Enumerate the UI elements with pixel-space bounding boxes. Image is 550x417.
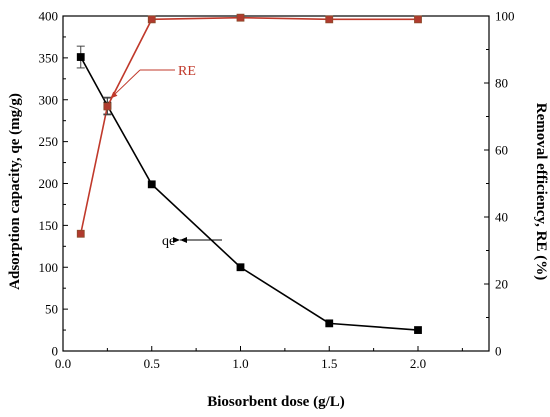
plot-frame: [62, 15, 490, 352]
x-tick-label: 1.5: [321, 356, 337, 371]
left-y-tick-label: 250: [39, 134, 59, 149]
right-y-tick-label: 0: [495, 344, 502, 359]
left-y-tick-label: 50: [45, 302, 58, 317]
left-y-axis-title: Adsorption capacity, qe (mg/g): [7, 93, 23, 290]
left-y-tick-label: 150: [39, 218, 59, 233]
left-y-tick-label: 100: [39, 260, 59, 275]
series-layer: [76, 13, 422, 334]
right-y-tick-label: 40: [495, 210, 508, 225]
point-re: [103, 102, 112, 111]
series-line-re: [79, 16, 418, 234]
right-y-tick-label: 80: [495, 76, 508, 91]
annotation-re-arrow: [110, 69, 141, 99]
annotation-re-label: RE: [178, 64, 196, 79]
annotation-qe-arrow-head: [180, 237, 187, 243]
x-tick-label: 2.0: [410, 356, 426, 371]
point-qe: [414, 326, 422, 334]
point-re: [236, 13, 245, 22]
right-y-tick-label: 60: [495, 143, 508, 158]
left-y-tick-label: 0: [52, 344, 59, 359]
annotations-layer: RE qe: [110, 64, 222, 249]
series-line-qe: [80, 56, 419, 331]
point-qe: [236, 263, 245, 272]
point-qe: [147, 180, 156, 189]
left-y-tick-label: 300: [39, 92, 59, 107]
right-y-axis-title: Removal efficiency, RE (%): [533, 103, 549, 280]
point-qe: [76, 53, 85, 61]
axes-layer: 0.0 0.5 1.0 1.5 2.0 0 50 100 150 200 250 300 350 400 0…: [39, 9, 515, 372]
point-qe: [325, 319, 334, 328]
x-tick-label: 0.5: [144, 356, 160, 371]
x-tick-label: 1.0: [232, 356, 248, 371]
annotation-qe-label: qe: [162, 234, 175, 249]
point-re: [147, 15, 156, 24]
point-re: [76, 229, 85, 238]
left-y-tick-label: 350: [39, 50, 59, 65]
point-re: [325, 15, 334, 24]
right-y-tick-label: 100: [495, 9, 515, 24]
x-tick-label: 0.0: [55, 356, 71, 371]
right-y-tick-label: 20: [495, 277, 508, 292]
left-y-tick-label: 200: [39, 176, 59, 191]
x-axis-title: Biosorbent dose (g/L): [207, 394, 345, 410]
left-y-tick-label: 400: [39, 9, 59, 24]
point-re: [414, 15, 422, 24]
